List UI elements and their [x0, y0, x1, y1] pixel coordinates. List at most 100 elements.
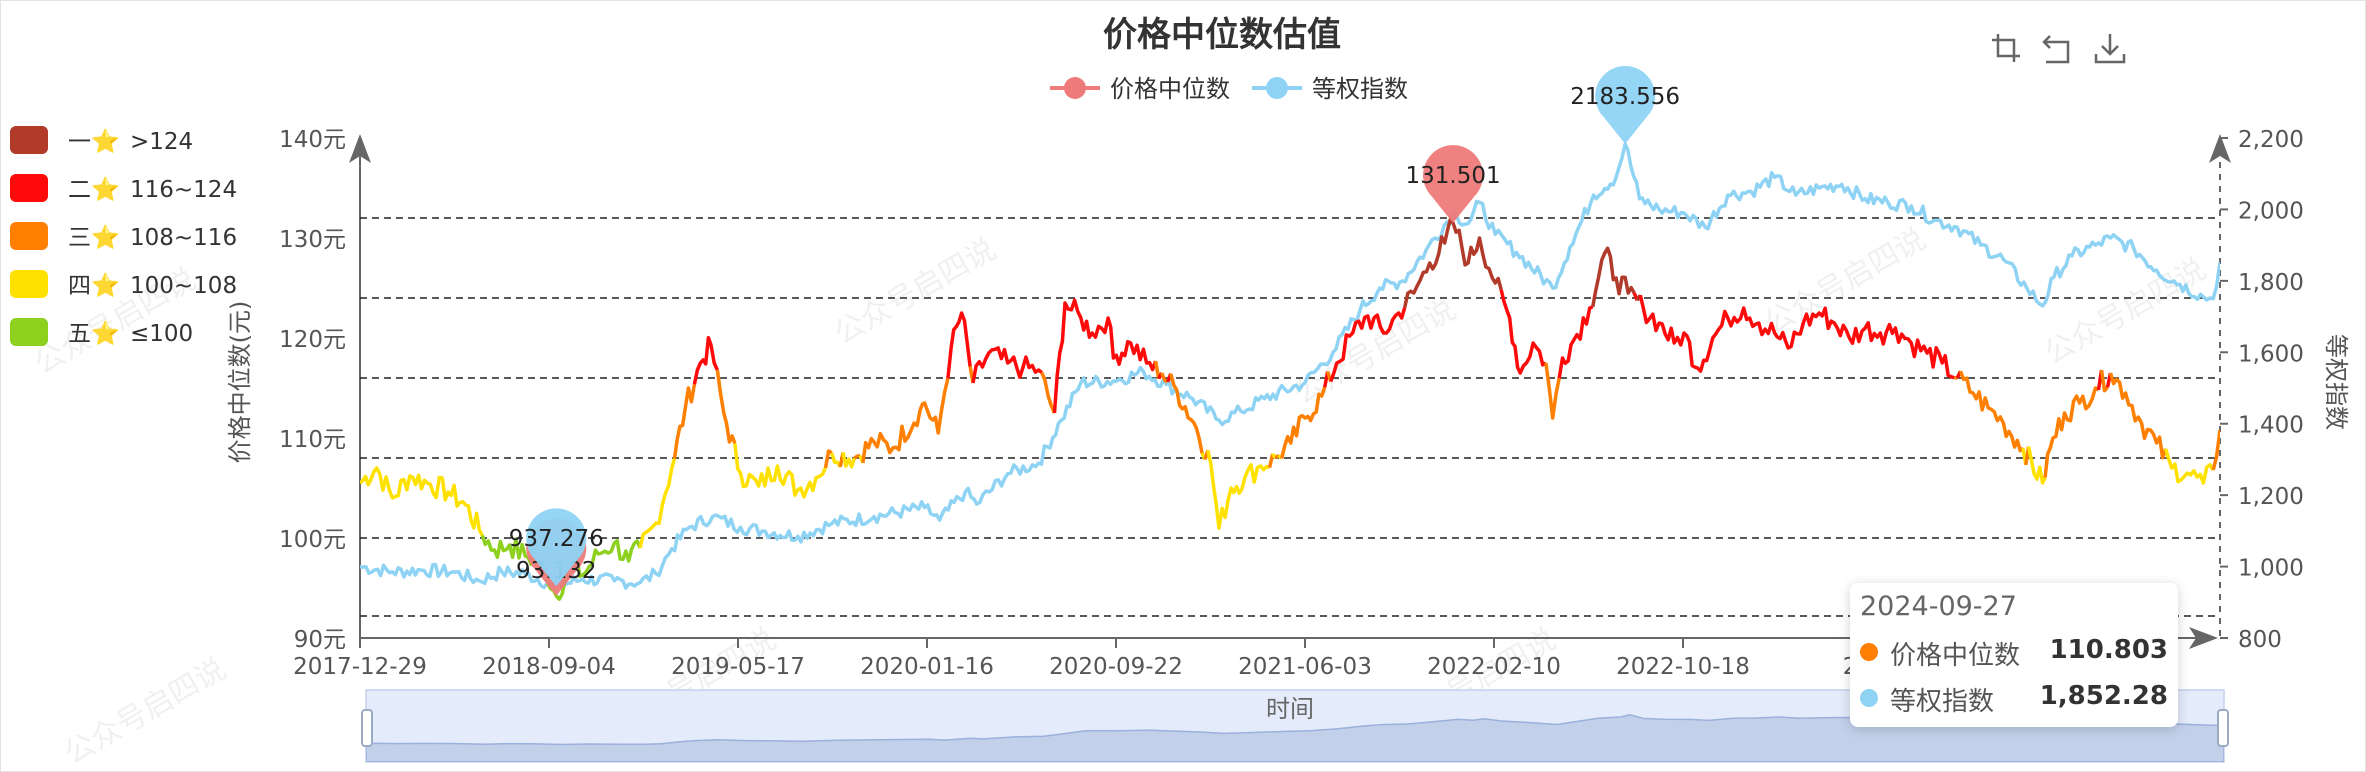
- band-swatch: [10, 222, 48, 250]
- band-range-label: 100~108: [130, 273, 237, 299]
- price-line-segment: [2026, 446, 2047, 485]
- slider-handle-right[interactable]: [2217, 709, 2229, 747]
- x-tick-label: 2020-09-22: [1049, 654, 1183, 680]
- price-line-segment: [853, 453, 861, 460]
- band-legend-item[interactable]: 三⭐ 108~116: [10, 222, 237, 251]
- tooltip-value-index: 1,852.28: [2039, 681, 2168, 711]
- slider-label: 时间: [1266, 695, 1314, 723]
- marker-label: 2183.556: [1570, 84, 1680, 110]
- toolbox[interactable]: [1992, 34, 2126, 64]
- left-tick-label: 130元: [279, 227, 346, 253]
- price-line-segment: [1544, 362, 1561, 420]
- price-line-segment: [2043, 386, 2100, 478]
- price-line-segment: [1329, 307, 1407, 383]
- right-tick-label: 1,200: [2238, 484, 2304, 510]
- right-axis-ticks: 800 1,000 1,200 1,400 1,600 1,800 2,000 2,200: [2220, 127, 2304, 653]
- band-legend-item[interactable]: 四⭐ 100~108: [10, 270, 237, 299]
- marker-pin: [526, 508, 587, 587]
- price-line-segment: [2211, 429, 2220, 471]
- band-legend-item[interactable]: 一⭐ >124: [10, 126, 193, 155]
- legend[interactable]: 价格中位数 等权指数: [1050, 75, 1408, 103]
- star-band-legend[interactable]: 一⭐ >124 二⭐ 116~124 三⭐ 108~116 四⭐ 100~108 五⭐ ≤100: [10, 126, 237, 347]
- price-line-segment: [841, 452, 857, 469]
- left-axis-title: 价格中位数(元): [226, 301, 254, 464]
- price-line-segment: [715, 369, 737, 445]
- left-tick-label: 120元: [279, 327, 346, 353]
- band-range-label: >124: [130, 129, 193, 155]
- zoom-select-icon[interactable]: [1992, 34, 2020, 62]
- right-tick-label: 2,000: [2238, 198, 2304, 224]
- price-line-segment: [830, 452, 842, 468]
- price-line-segment: [1402, 217, 1503, 308]
- price-line-segment: [1279, 386, 1327, 459]
- price-line-segment: [1499, 289, 1547, 375]
- price-line-segment: [1206, 449, 1271, 530]
- price-line-segment: [1169, 373, 1204, 454]
- price-line-segment: [480, 534, 642, 601]
- tooltip-dot-price: [1860, 643, 1878, 661]
- band-legend-item[interactable]: 五⭐ ≤100: [10, 318, 193, 347]
- right-axis-title: 等权指数: [2322, 334, 2350, 430]
- price-line-segment: [946, 311, 972, 379]
- x-tick-label: 2021-06-03: [1238, 654, 1372, 680]
- price-line-segment: [1590, 246, 1636, 308]
- right-tick-label: 800: [2238, 627, 2282, 653]
- x-tick-label: 2017-12-29: [293, 654, 427, 680]
- legend-item-index[interactable]: 等权指数: [1252, 75, 1408, 103]
- price-line-segment: [861, 377, 950, 464]
- tooltip-dot-index: [1860, 689, 1878, 707]
- price-line-segment: [971, 346, 1043, 384]
- band-star-label: 二⭐: [68, 176, 120, 203]
- legend-label-price: 价格中位数: [1110, 75, 1230, 103]
- price-line-segment: [692, 335, 719, 385]
- slider-handle-left[interactable]: [361, 709, 373, 747]
- watermark-text: 公众号启四说: [59, 652, 232, 772]
- watermark-text: 公众号启四说: [829, 232, 1002, 352]
- left-tick-label: 110元: [279, 427, 346, 453]
- price-line-segment: [638, 458, 677, 549]
- index-max-marker: 2183.556: [1570, 66, 1680, 144]
- band-range-label: 108~116: [130, 225, 237, 251]
- series-line-price[interactable]: [360, 217, 2220, 601]
- reference-lines: [360, 217, 2220, 617]
- price-max-marker: 131.501: [1405, 145, 1501, 223]
- x-axis-ticks: 2017-12-29 2018-09-04 2019-05-17 2020-01-16…: [293, 638, 1901, 680]
- legend-item-price[interactable]: 价格中位数: [1050, 75, 1230, 103]
- x-tick-label: 2022-10-18: [1616, 654, 1750, 680]
- x-tick-label: 2018-09-04: [482, 654, 616, 680]
- right-tick-label: 1,800: [2238, 270, 2304, 296]
- band-range-label: 116~124: [130, 177, 237, 203]
- x-axis-arrow: [2189, 627, 2218, 649]
- index-min-marker: 937.276: [509, 508, 604, 587]
- x-tick-label: 2019-05-17: [671, 654, 805, 680]
- series-line-index[interactable]: [360, 142, 2220, 590]
- price-line-segment: [1153, 360, 1161, 380]
- price-line-segment: [1052, 298, 1158, 414]
- marker-label: 131.501: [1405, 163, 1500, 189]
- price-line-segment: [823, 449, 833, 469]
- price-line-segment: [1958, 370, 2025, 453]
- left-axis-arrow: [349, 134, 371, 163]
- left-tick-label: 100元: [279, 527, 346, 553]
- x-tick-label: 2022-02-10: [1427, 654, 1561, 680]
- price-line-segment: [1267, 453, 1275, 468]
- band-star-label: 四⭐: [68, 272, 120, 299]
- right-tick-label: 1,000: [2238, 556, 2304, 582]
- band-swatch: [10, 270, 48, 298]
- left-tick-label: 90元: [294, 627, 346, 653]
- zoom-reset-icon[interactable]: [2042, 35, 2070, 64]
- band-swatch: [10, 126, 48, 154]
- watermark-text: 公众号启四说: [1289, 292, 1462, 412]
- right-tick-label: 2,200: [2238, 127, 2304, 153]
- price-line-segment: [672, 384, 697, 459]
- price-line-segment: [360, 466, 484, 537]
- download-icon[interactable]: [2094, 34, 2126, 64]
- right-tick-label: 1,600: [2238, 341, 2304, 367]
- price-line-segment: [1557, 305, 1594, 379]
- band-legend-item[interactable]: 二⭐ 116~124: [10, 174, 237, 203]
- band-swatch: [10, 174, 48, 202]
- band-star-label: 三⭐: [68, 224, 120, 251]
- marker-pin: [1595, 66, 1656, 144]
- right-tick-label: 1,400: [2238, 413, 2304, 439]
- chart-title: 价格中位数估值: [1103, 15, 1341, 55]
